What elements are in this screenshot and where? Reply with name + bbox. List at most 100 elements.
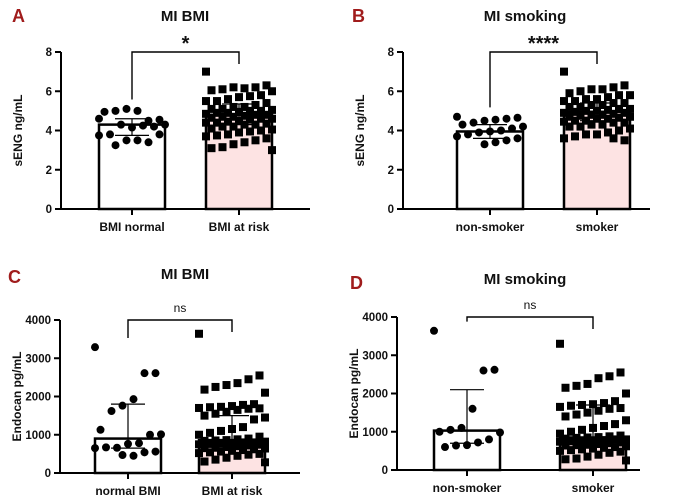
data-point (622, 456, 630, 465)
data-point (157, 430, 165, 439)
data-point (560, 134, 568, 143)
data-point (211, 382, 220, 391)
data-point (600, 399, 608, 408)
data-point (239, 446, 247, 455)
data-point (616, 431, 625, 440)
y-axis-label: Endocan pg/mL (10, 352, 24, 442)
data-point (118, 451, 127, 460)
data-point (578, 425, 586, 434)
data-point (519, 122, 527, 131)
y-tick-label: 2 (46, 165, 52, 177)
data-point (229, 122, 238, 131)
y-tick-label: 4000 (362, 312, 388, 324)
data-point (213, 97, 221, 106)
data-point (200, 444, 209, 453)
data-point (430, 326, 438, 335)
data-point (211, 409, 220, 418)
data-point (140, 448, 149, 457)
data-point (594, 433, 603, 442)
data-point (622, 435, 630, 444)
data-point (202, 118, 210, 127)
data-point (261, 388, 269, 397)
data-point (257, 114, 265, 123)
panel-label: D (350, 273, 363, 293)
data-point (262, 110, 271, 119)
data-point (251, 110, 260, 119)
x-tick-label: non-smoker (456, 220, 525, 234)
data-point (598, 110, 607, 119)
data-point (441, 443, 449, 452)
data-point (233, 379, 242, 388)
data-point (239, 423, 247, 432)
significance-bracket (466, 316, 594, 329)
data-point (567, 401, 575, 410)
data-point (587, 120, 596, 129)
data-point (609, 109, 618, 118)
data-point (229, 102, 238, 111)
bar-1 (455, 130, 525, 211)
y-tick-label: 0 (46, 204, 52, 216)
data-point (457, 423, 466, 432)
data-point (202, 97, 210, 106)
data-point (491, 138, 500, 147)
data-point (244, 450, 253, 459)
data-point (91, 444, 99, 453)
data-point (616, 438, 625, 447)
data-point (268, 87, 276, 96)
data-point (150, 122, 158, 131)
data-point (222, 453, 231, 462)
data-point (200, 457, 209, 466)
data-point (605, 448, 614, 457)
data-point (206, 439, 214, 448)
data-point (244, 441, 253, 450)
data-point (244, 375, 253, 384)
data-point (195, 430, 203, 439)
data-point (475, 128, 483, 137)
data-point (261, 444, 269, 453)
y-tick-label: 6 (46, 86, 52, 98)
data-point (611, 420, 619, 429)
y-tick-label: 2000 (362, 389, 388, 401)
data-point (600, 422, 608, 431)
data-point (594, 374, 603, 383)
data-point (600, 443, 608, 452)
data-point (244, 434, 253, 443)
data-point (453, 132, 461, 141)
data-point (497, 126, 505, 135)
data-point (609, 118, 618, 127)
data-point (583, 452, 592, 461)
data-point (122, 136, 131, 145)
data-point (229, 140, 238, 149)
data-point (202, 109, 210, 118)
data-point (480, 140, 489, 149)
data-point (605, 439, 614, 448)
data-point (224, 117, 232, 126)
data-point (594, 439, 603, 448)
data-point (626, 104, 634, 113)
data-point (261, 413, 269, 422)
bar-1 (97, 123, 167, 211)
data-point (615, 126, 623, 135)
significance-bracket (131, 51, 240, 100)
data-point (240, 111, 249, 120)
data-point (255, 432, 264, 441)
data-point (268, 125, 276, 134)
data-point (604, 93, 612, 102)
data-point (257, 126, 265, 135)
data-point (251, 83, 260, 92)
data-point (587, 110, 596, 119)
chart-title: MI BMI (161, 8, 209, 25)
data-point (217, 439, 225, 448)
data-point (615, 113, 623, 122)
data-point (502, 136, 511, 145)
x-tick-label: non-smoker (433, 481, 502, 495)
data-point (100, 107, 109, 116)
data-point (578, 445, 586, 454)
data-point (479, 366, 488, 375)
x-tick-label: BMI at risk (209, 220, 270, 234)
data-point (161, 120, 169, 129)
data-point (620, 99, 629, 108)
data-point (572, 433, 581, 442)
y-tick-label: 2 (388, 165, 394, 177)
chart-title: MI smoking (484, 271, 567, 288)
